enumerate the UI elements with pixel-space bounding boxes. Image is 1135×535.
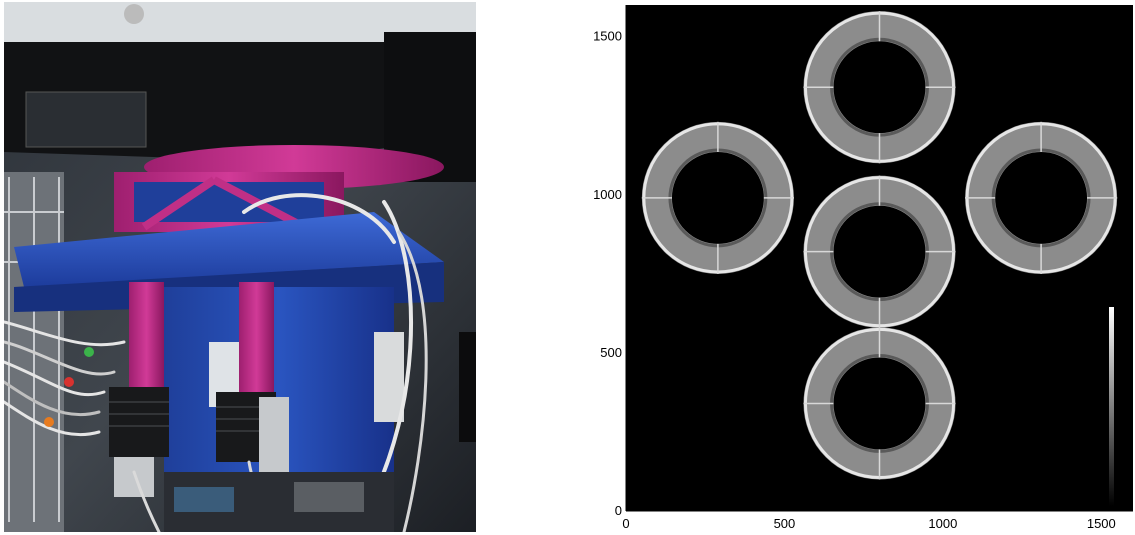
axes	[625, 5, 1133, 512]
y-tick-label: 500	[600, 345, 622, 360]
instrument-photo	[4, 2, 476, 532]
ring-right	[965, 121, 1118, 274]
ring-left	[641, 121, 794, 274]
x-tick-label: 500	[774, 516, 796, 531]
y-axis-ticks: 0 500 1000 1500	[593, 29, 631, 518]
x-tick-label: 1000	[928, 516, 957, 531]
ring-center	[803, 175, 956, 328]
y-tick-label: 0	[615, 503, 622, 518]
colorbar	[1109, 307, 1114, 506]
ring-bottom	[803, 327, 956, 480]
x-tick-label: 0	[622, 516, 629, 531]
ring-top	[803, 11, 956, 164]
x-axis-ticks: 0 500 1000 1500	[622, 506, 1116, 531]
ring-group	[641, 11, 1118, 480]
x-tick-label: 1500	[1087, 516, 1116, 531]
y-tick-label: 1000	[593, 187, 622, 202]
y-tick-label: 1500	[593, 29, 622, 44]
detector-image-plot: 0 500 1000 1500 0 500 1000 1500	[593, 5, 1133, 531]
